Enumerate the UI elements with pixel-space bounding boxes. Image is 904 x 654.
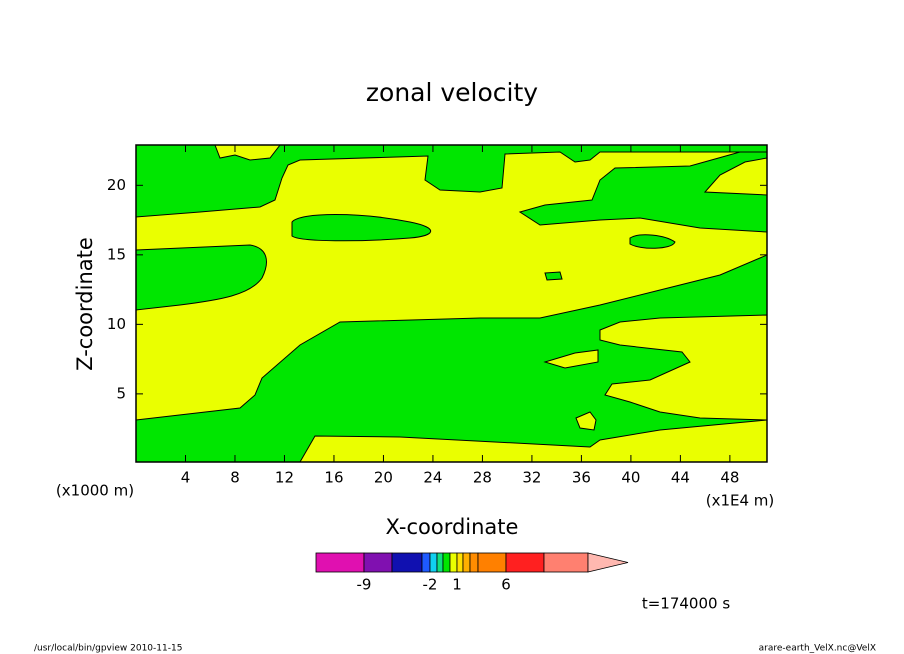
contour-region	[291, 214, 432, 242]
colorbar-label: 1	[452, 576, 462, 594]
x-axis-title: X-coordinate	[386, 515, 519, 539]
colorbar-segment	[477, 552, 507, 573]
colorbar-label: 6	[501, 576, 511, 594]
x-tick-label: 16	[324, 469, 343, 487]
colorbar-segment	[462, 552, 471, 573]
footer-right: arare-earth_VelX.nc@VelX	[759, 644, 876, 654]
contour-region	[629, 234, 676, 249]
colorbar-segment	[449, 552, 458, 573]
y-unit-label: (x1000 m)	[56, 482, 134, 500]
colorbar-segment	[391, 552, 423, 573]
contour-region	[575, 411, 597, 431]
footer-left: /usr/local/bin/gpview 2010-11-15	[34, 644, 182, 654]
colorbar-segment	[421, 552, 431, 573]
contour-region	[135, 244, 267, 311]
colorbar-segment	[363, 552, 393, 573]
contour-region	[599, 314, 768, 421]
contour-region	[543, 349, 599, 369]
plot-frame	[135, 144, 768, 463]
colorbar-label: -2	[423, 576, 438, 594]
y-tick-label: 5	[116, 384, 126, 402]
x-tick-label: 48	[720, 469, 739, 487]
colorbar-segment	[456, 552, 464, 573]
colorbar-segment	[543, 552, 589, 573]
y-axis-title: Z-coordinate	[73, 237, 97, 371]
y-tick-label: 20	[107, 176, 126, 194]
colorbar-segment	[436, 552, 444, 573]
contour-region	[703, 157, 768, 196]
colorbar-segment	[469, 552, 479, 573]
x-tick-label: 12	[275, 469, 294, 487]
contour-region	[135, 144, 768, 218]
contour-region	[544, 271, 563, 281]
x-tick-label: 44	[671, 469, 690, 487]
x-tick-label: 32	[522, 469, 541, 487]
contour-field	[135, 144, 768, 463]
colorbar-segment	[429, 552, 438, 573]
x-tick-label: 8	[230, 469, 240, 487]
x-tick-label: 40	[621, 469, 640, 487]
colorbar-extension	[587, 552, 629, 573]
contour-region	[518, 151, 768, 233]
chart-title: zonal velocity	[366, 78, 538, 107]
colorbar-segment	[315, 552, 365, 573]
x-tick-label: 20	[374, 469, 393, 487]
y-tick-label: 10	[107, 315, 126, 333]
y-tick-label: 15	[107, 245, 126, 263]
x-tick-label: 4	[181, 469, 191, 487]
x-unit-label: (x1E4 m)	[706, 492, 775, 510]
colorbar-label: -9	[357, 576, 372, 594]
time-label: t=174000 s	[642, 595, 730, 613]
x-tick-label: 28	[473, 469, 492, 487]
colorbar-segment	[505, 552, 545, 573]
colorbar-segment	[442, 552, 451, 573]
x-tick-label: 36	[572, 469, 591, 487]
x-tick-label: 24	[423, 469, 442, 487]
